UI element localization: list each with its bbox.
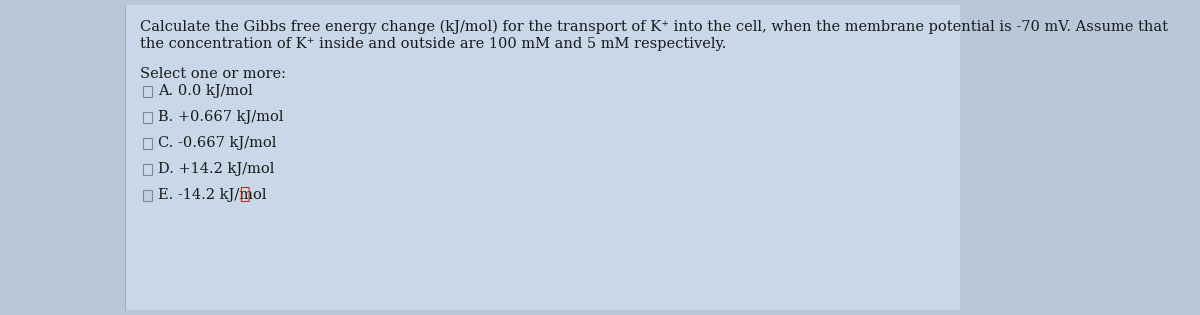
Bar xyxy=(143,138,151,148)
Text: Calculate the Gibbs free energy change (kJ/mol) for the transport of K⁺ into the: Calculate the Gibbs free energy change (… xyxy=(139,20,1168,34)
Text: ✕: ✕ xyxy=(239,186,250,203)
Bar xyxy=(143,163,151,175)
Text: E. -14.2 kJ/mol: E. -14.2 kJ/mol xyxy=(158,188,266,202)
Text: D. +14.2 kJ/mol: D. +14.2 kJ/mol xyxy=(158,162,275,176)
Text: B. +0.667 kJ/mol: B. +0.667 kJ/mol xyxy=(158,110,283,124)
Text: A. 0.0 kJ/mol: A. 0.0 kJ/mol xyxy=(158,84,253,98)
Bar xyxy=(143,112,151,123)
Bar xyxy=(143,190,151,201)
Text: Select one or more:: Select one or more: xyxy=(139,67,286,81)
Bar xyxy=(125,5,960,310)
Bar xyxy=(143,85,151,96)
Text: C. -0.667 kJ/mol: C. -0.667 kJ/mol xyxy=(158,136,276,150)
Text: the concentration of K⁺ inside and outside are 100 mM and 5 mM respectively.: the concentration of K⁺ inside and outsi… xyxy=(139,37,726,51)
